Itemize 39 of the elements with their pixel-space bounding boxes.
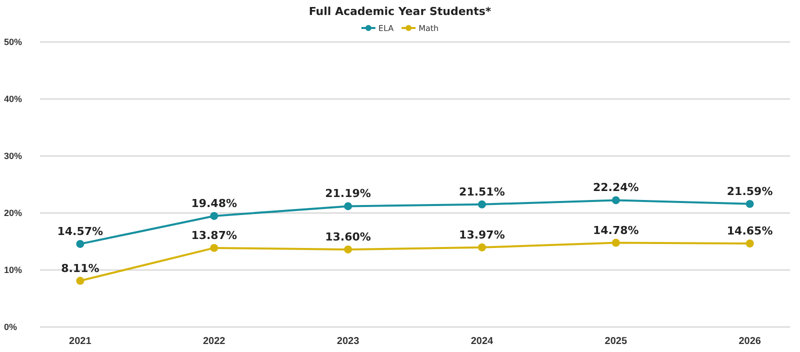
x-tick-label: 2024 <box>470 336 494 348</box>
data-label: 22.24% <box>592 181 639 194</box>
point <box>344 246 352 254</box>
y-tick-label: 0% <box>4 322 18 332</box>
data-label: 14.65% <box>726 224 773 238</box>
data-label: 21.59% <box>726 184 773 198</box>
data-label: 19.48% <box>191 196 238 210</box>
x-tick-label: 2026 <box>738 336 762 348</box>
y-tick-label: 40% <box>4 94 22 104</box>
point <box>210 212 218 220</box>
data-label: 21.19% <box>325 187 371 200</box>
data-label: 14.57% <box>57 224 104 238</box>
point <box>746 200 754 208</box>
point <box>746 240 754 248</box>
point <box>612 238 620 247</box>
y-tick-label: 10% <box>4 264 22 275</box>
data-label: 13.60% <box>325 230 371 244</box>
chart-title: Full Academic Year Students* <box>308 5 492 18</box>
legend-label: ELA <box>378 24 394 33</box>
point <box>210 244 218 252</box>
y-tick-label: 20% <box>4 208 22 218</box>
y-tick-label: 50% <box>4 36 22 47</box>
point <box>76 240 84 248</box>
x-tick-label: 2023 <box>336 336 360 348</box>
x-tick-label: 2025 <box>604 336 628 348</box>
data-label: 8.11% <box>61 262 100 275</box>
y-tick-label: 30% <box>4 150 22 161</box>
data-label: 14.78% <box>592 224 639 237</box>
point <box>344 202 352 210</box>
point <box>76 276 84 285</box>
data-label: 13.97% <box>459 228 505 242</box>
legend-label: Math <box>418 24 439 33</box>
x-tick-label: 2022 <box>202 336 226 348</box>
point <box>478 200 486 208</box>
point <box>478 243 486 252</box>
point <box>612 196 620 204</box>
data-label: 21.51% <box>459 185 505 198</box>
data-label: 13.87% <box>191 228 238 242</box>
x-tick-label: 2021 <box>69 336 92 348</box>
